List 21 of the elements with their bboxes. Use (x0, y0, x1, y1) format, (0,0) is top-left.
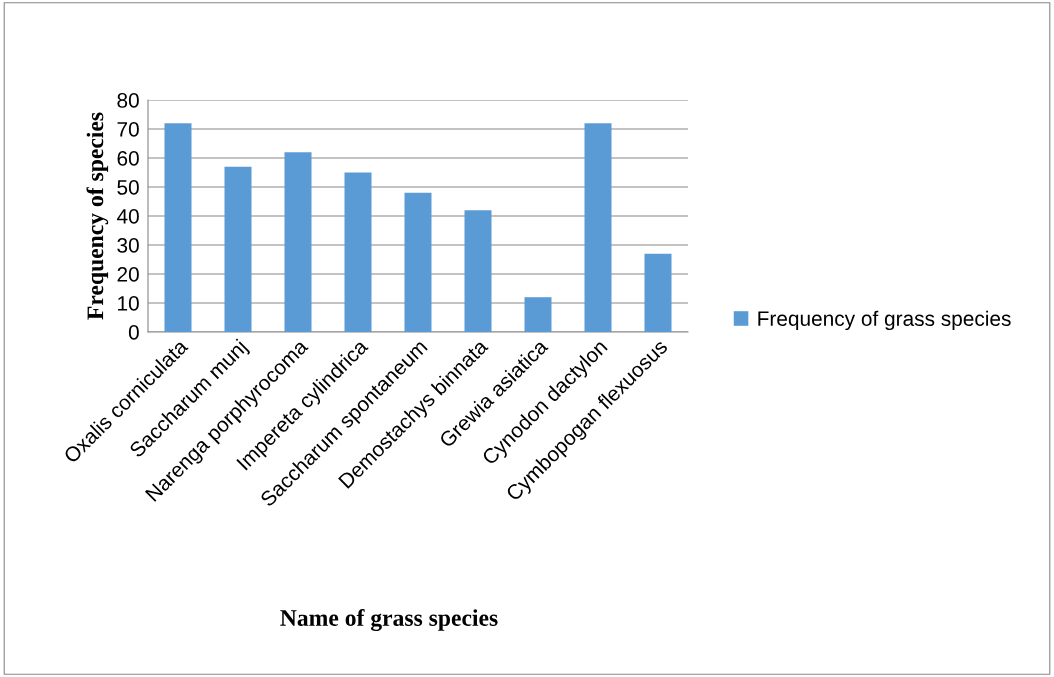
bar (344, 172, 372, 332)
bar (584, 123, 612, 332)
y-tick-label: 0 (128, 325, 139, 340)
bar (524, 297, 552, 332)
y-tick-label: 20 (117, 267, 139, 282)
bar (404, 192, 432, 332)
y-tick-label: 30 (117, 238, 139, 253)
y-tick-label: 60 (117, 151, 139, 166)
y-tick-label: 50 (117, 180, 139, 195)
bar (644, 253, 672, 332)
y-tick-label: 70 (117, 122, 139, 137)
legend-label: Frequency of grass species (758, 310, 1011, 331)
y-tick-label: 80 (117, 93, 139, 108)
bar (284, 152, 312, 332)
bar (164, 123, 192, 332)
x-axis-title: Name of grass species (280, 609, 498, 631)
bar (464, 210, 492, 332)
y-tick-label: 10 (118, 296, 139, 311)
y-tick-label: 40 (116, 209, 139, 224)
y-axis-title: Frequency of species (86, 112, 109, 320)
bar (224, 166, 252, 332)
